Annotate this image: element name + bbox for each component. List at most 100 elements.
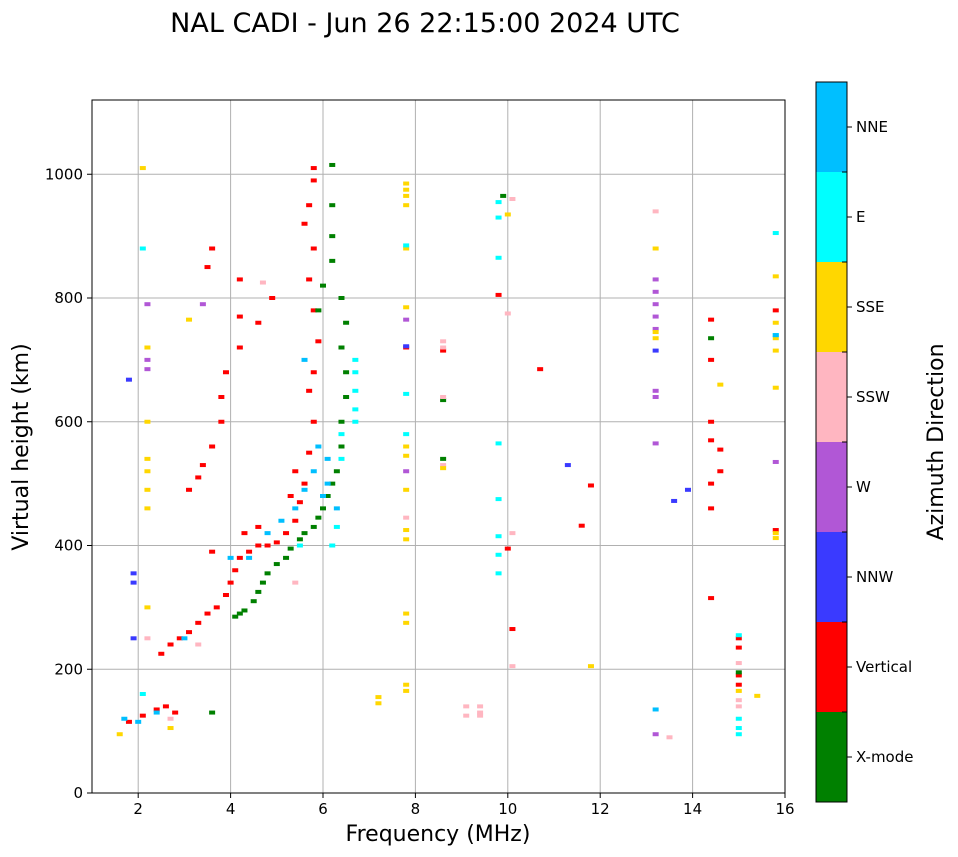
data-point-sse: [772, 320, 779, 325]
data-point-e: [296, 543, 303, 548]
data-point-x-mode: [338, 444, 345, 449]
data-point-sse: [717, 382, 724, 387]
data-point-vertical: [227, 580, 234, 585]
data-point-vertical: [310, 419, 317, 424]
plot-frame: [91, 99, 786, 794]
data-point-e: [735, 726, 742, 731]
data-point-nne: [301, 357, 308, 362]
data-point-vertical: [708, 357, 715, 362]
data-point-x-mode: [315, 515, 322, 520]
data-point-sse: [186, 317, 193, 322]
data-point-sse: [754, 693, 761, 698]
data-point-ssw: [735, 661, 742, 666]
data-point-sse: [403, 528, 410, 533]
data-point-vertical: [772, 528, 779, 533]
data-point-x-mode: [440, 398, 447, 403]
data-point-x-mode: [209, 710, 216, 715]
data-point-nne: [264, 531, 271, 536]
data-point-vertical: [255, 320, 262, 325]
data-point-sse: [144, 419, 151, 424]
data-point-vertical: [310, 166, 317, 171]
data-point-x-mode: [343, 395, 350, 399]
data-point-vertical: [708, 506, 715, 511]
data-point-vertical: [283, 531, 290, 536]
data-point-vertical: [241, 531, 248, 536]
x-tick-label: 12: [591, 800, 610, 818]
x-tick-label: 4: [226, 800, 236, 818]
data-point-e: [495, 497, 502, 502]
data-point-e: [139, 692, 146, 696]
data-point-ssw: [292, 580, 299, 585]
data-point-x-mode: [241, 608, 248, 613]
colorbar-segment: [816, 622, 847, 712]
data-point-x-mode: [320, 506, 326, 511]
data-point-e: [338, 456, 345, 461]
data-point-nne: [301, 487, 308, 492]
data-point-vertical: [236, 555, 243, 560]
y-tick-label: 800: [54, 289, 83, 307]
data-point-nne: [227, 555, 234, 560]
data-point-x-mode: [273, 562, 280, 567]
data-point-nne: [772, 333, 779, 338]
data-point-vertical: [537, 367, 544, 372]
data-point-vertical: [495, 292, 502, 297]
data-point-nne: [153, 710, 160, 715]
data-point-x-mode: [250, 599, 257, 604]
data-point-vertical: [167, 642, 174, 647]
data-point-e: [495, 441, 502, 446]
data-point-w: [144, 357, 151, 362]
data-point-ssw: [440, 395, 447, 399]
data-point-sse: [440, 466, 447, 471]
data-point-ssw: [509, 531, 516, 536]
x-tick-label: 16: [775, 800, 794, 818]
data-point-ssw: [509, 197, 516, 201]
data-point-nne: [278, 518, 285, 523]
data-point-vertical: [209, 444, 216, 449]
data-point-ssw: [259, 280, 266, 285]
data-point-vertical: [209, 246, 216, 251]
data-point-vertical: [306, 277, 313, 282]
data-point-nne: [181, 636, 188, 641]
data-point-sse: [403, 682, 410, 687]
y-tick-label: 1000: [45, 165, 83, 183]
data-point-e: [352, 419, 359, 424]
data-point-sse: [772, 531, 779, 536]
data-point-nnw: [130, 580, 137, 585]
data-point-sse: [144, 487, 151, 492]
data-point-nne: [320, 494, 326, 498]
data-point-vertical: [172, 710, 179, 715]
data-point-w: [652, 326, 659, 331]
data-point-x-mode: [310, 524, 317, 529]
data-point-sse: [652, 330, 659, 335]
data-point-e: [495, 571, 502, 576]
x-tick-label: 8: [411, 800, 421, 818]
data-point-x-mode: [500, 193, 507, 198]
colorbar-segment: [816, 262, 847, 352]
data-point-e: [403, 432, 410, 437]
data-point-vertical: [772, 308, 779, 313]
data-point-nnw: [403, 344, 410, 349]
data-point-vertical: [195, 620, 202, 625]
colorbar-segment: [816, 352, 847, 442]
data-point-ssw: [477, 704, 484, 709]
data-point-vertical: [717, 447, 724, 452]
data-point-vertical: [306, 388, 313, 393]
x-tick-label: 10: [498, 800, 517, 818]
x-tick-label: 2: [133, 800, 143, 818]
data-point-x-mode: [315, 308, 322, 313]
colorbar-label: NNW: [856, 568, 893, 586]
data-point-vertical: [296, 500, 303, 505]
data-point-vertical: [587, 483, 594, 488]
data-point-sse: [403, 187, 410, 192]
data-point-nne: [292, 506, 299, 511]
data-point-vertical: [310, 246, 317, 251]
data-point-vertical: [218, 395, 225, 399]
data-point-e: [735, 732, 742, 737]
data-point-vertical: [306, 203, 313, 208]
data-point-w: [144, 302, 151, 307]
colorbar-label: SSE: [856, 298, 885, 316]
data-point-e: [495, 552, 502, 557]
data-point-e: [495, 255, 502, 260]
data-point-x-mode: [283, 555, 290, 560]
data-point-x-mode: [232, 614, 239, 619]
